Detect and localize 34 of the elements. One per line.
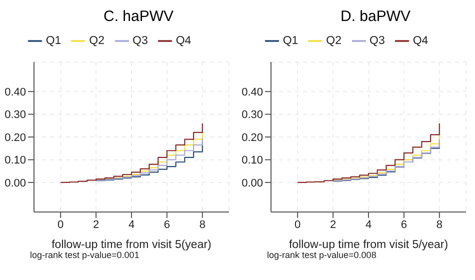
x-axis-title: follow-up time from visit 5(year) [52,239,212,251]
x-tick-label: 6 [164,218,170,231]
x-tick-label: 8 [199,218,206,231]
legend-label: Q1 [46,35,62,48]
x-tick-label: 6 [400,218,408,231]
y-tick-label: 0.20 [4,132,26,144]
y-tick-label: 0.10 [242,154,263,167]
x-tick-label: 4 [128,218,135,231]
x-tick-label: 0 [58,218,64,231]
y-tick-label: 0.20 [242,132,263,144]
x-tick-label: 2 [92,218,100,231]
y-tick-label: 0.40 [242,86,263,98]
legend-label: Q3 [370,35,385,48]
text: log-rank test p-value=0.008 [267,250,376,260]
y-tick-label: 0.10 [4,154,26,167]
x-tick-label: 0 [294,218,301,231]
legend-label: Q1 [282,35,298,48]
legend-label: Q3 [132,35,148,48]
x-tick-label: 8 [436,218,442,231]
legend-label: Q2 [326,35,342,48]
y-tick-label: 0.40 [4,86,26,98]
y-tick-label: 0.30 [4,109,26,122]
legend-label: Q2 [89,35,104,48]
y-tick-label: 0.00 [4,177,26,190]
chart-title: D. baPWV [339,8,412,25]
text: log-rank test p-value=0.001 [30,250,140,260]
x-axis-title: follow-up time from visit 5/year) [288,239,448,251]
x-tick-label: 2 [330,218,336,231]
y-tick-label: 0.30 [242,109,263,122]
chart-title: C. haPWV [102,8,175,25]
y-tick-label: 0.00 [242,177,263,190]
x-tick-label: 4 [365,218,372,231]
legend-label: Q4 [176,35,192,48]
legend-label: Q4 [412,35,428,48]
